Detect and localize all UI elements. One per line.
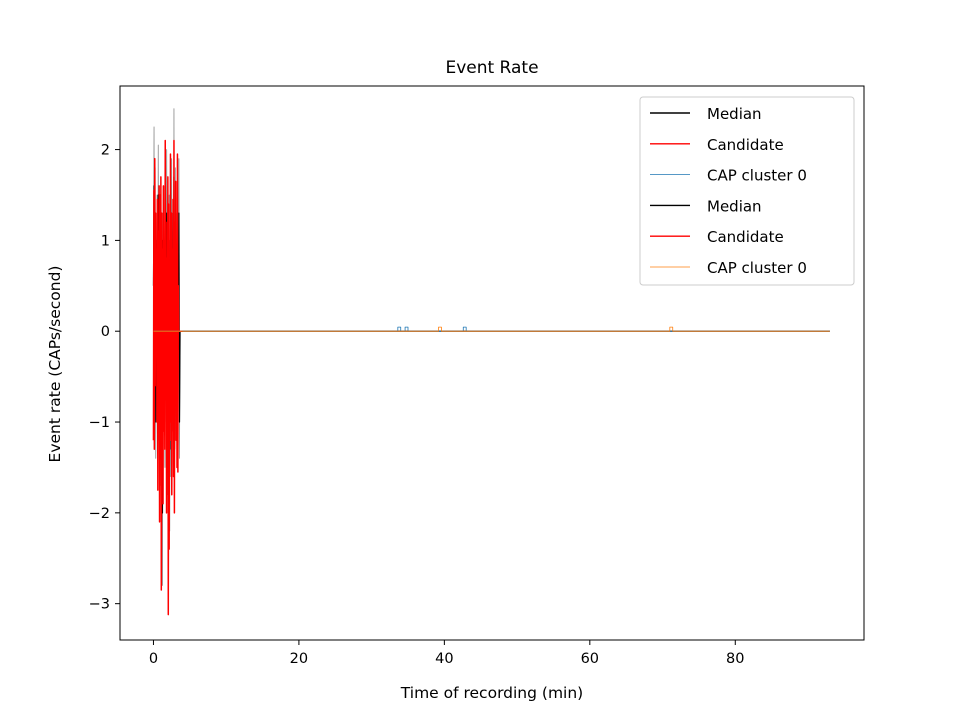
y-axis-label: Event rate (CAPs/second) [46, 266, 64, 463]
y-tick-label: −1 [89, 415, 110, 431]
y-tick-label: −3 [89, 597, 110, 613]
series-line-4 [153, 326, 830, 332]
y-axis-ticks: −3 −2 −1 0 1 2 [89, 143, 120, 613]
series-layer [152, 108, 830, 616]
x-tick-label: 60 [581, 651, 599, 667]
legend-label: Median [707, 197, 762, 215]
x-axis-label: Time of recording (min) [400, 684, 583, 702]
legend-box [639, 96, 855, 286]
legend-label: CAP cluster 0 [707, 259, 807, 277]
y-tick-label: 0 [101, 324, 110, 340]
series-line-3 [153, 326, 830, 332]
x-tick-label: 40 [435, 651, 453, 667]
x-tick-label: 0 [149, 651, 158, 667]
legend-label: Candidate [707, 136, 784, 154]
plot-area-frame [119, 85, 865, 641]
legend-label: CAP cluster 0 [707, 167, 807, 185]
chart-title: Event Rate [445, 58, 538, 78]
y-tick-label: 2 [101, 143, 110, 159]
x-tick-label: 80 [726, 651, 744, 667]
x-axis-ticks: 0 20 40 60 80 [149, 640, 744, 667]
legend-entries: Median Candidate CAP cluster 0 Median Candid… [650, 105, 807, 277]
x-tick-label: 20 [290, 651, 308, 667]
y-tick-label: −2 [89, 506, 110, 522]
y-tick-label: 1 [101, 233, 110, 249]
legend-label: Candidate [707, 228, 784, 246]
legend: Median Candidate CAP cluster 0 Median Candid… [639, 96, 855, 286]
series-line-2 [152, 139, 183, 616]
legend-label: Median [707, 105, 762, 123]
